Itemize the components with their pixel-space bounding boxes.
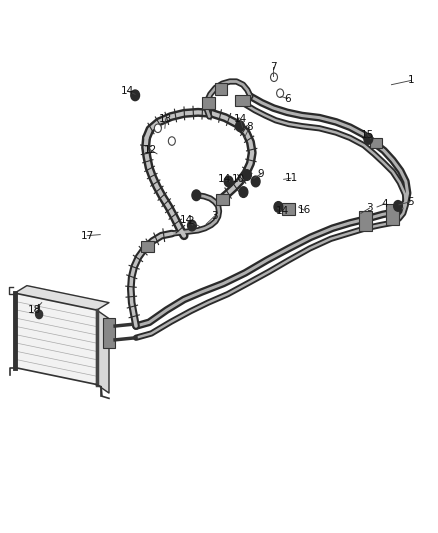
FancyBboxPatch shape — [359, 211, 372, 231]
FancyBboxPatch shape — [215, 83, 227, 95]
Text: 14: 14 — [218, 174, 231, 184]
Text: 6: 6 — [284, 93, 291, 103]
FancyBboxPatch shape — [386, 204, 399, 224]
Text: 14: 14 — [180, 215, 193, 225]
Circle shape — [168, 137, 175, 146]
Circle shape — [277, 89, 284, 98]
Circle shape — [364, 134, 373, 144]
Circle shape — [394, 200, 403, 211]
Circle shape — [131, 90, 140, 101]
Text: 11: 11 — [284, 173, 298, 183]
Text: 4: 4 — [381, 199, 388, 209]
FancyBboxPatch shape — [216, 193, 229, 205]
Circle shape — [187, 220, 196, 231]
Circle shape — [154, 124, 161, 133]
Text: 10: 10 — [232, 174, 245, 184]
Text: 18: 18 — [28, 305, 41, 315]
Text: 5: 5 — [407, 197, 413, 207]
Circle shape — [236, 121, 244, 132]
Text: 14: 14 — [233, 114, 247, 124]
Text: 14: 14 — [276, 206, 289, 216]
Polygon shape — [97, 310, 109, 393]
Circle shape — [224, 176, 233, 187]
Text: 15: 15 — [361, 130, 374, 140]
Text: 7: 7 — [270, 62, 276, 72]
Circle shape — [251, 176, 260, 187]
Circle shape — [274, 201, 283, 212]
FancyBboxPatch shape — [235, 95, 251, 107]
Circle shape — [243, 169, 251, 180]
FancyBboxPatch shape — [202, 97, 215, 109]
Text: 3: 3 — [366, 203, 373, 213]
Text: 2: 2 — [187, 216, 194, 227]
Text: 13: 13 — [159, 114, 173, 124]
Polygon shape — [14, 293, 97, 384]
Text: 9: 9 — [258, 169, 264, 179]
Text: 1: 1 — [408, 76, 414, 85]
Text: 3: 3 — [211, 211, 218, 221]
Circle shape — [239, 187, 248, 197]
Text: 12: 12 — [143, 144, 157, 155]
FancyBboxPatch shape — [283, 203, 295, 215]
Text: 16: 16 — [297, 205, 311, 215]
Circle shape — [271, 73, 278, 82]
FancyBboxPatch shape — [141, 241, 153, 252]
Text: 14: 14 — [121, 86, 134, 96]
Text: 8: 8 — [246, 122, 253, 132]
Polygon shape — [14, 286, 109, 310]
FancyBboxPatch shape — [103, 318, 115, 348]
Text: 17: 17 — [81, 231, 94, 241]
Circle shape — [35, 310, 42, 319]
FancyBboxPatch shape — [370, 138, 382, 149]
Circle shape — [192, 190, 201, 200]
